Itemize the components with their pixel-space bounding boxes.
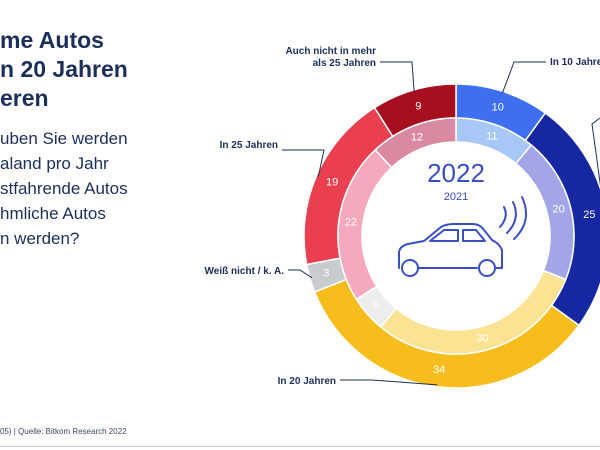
question-line: hmliche Autos — [0, 204, 106, 223]
value-labels: 10 25 34 3 19 9 11 20 30 5 22 12 — [323, 100, 595, 376]
value-label-2022-2: 34 — [433, 364, 445, 376]
value-label-2022-5: 9 — [415, 100, 421, 112]
question-line: aland pro Jahr — [0, 154, 109, 173]
value-label-2021-1: 20 — [553, 204, 565, 216]
value-label-2021-4: 22 — [345, 217, 357, 229]
category-label-2: In 20 Jahren — [278, 376, 336, 387]
title-line: eren — [0, 85, 49, 111]
category-label-4: In 25 Jahren — [220, 140, 278, 151]
category-label-3: Weiß nicht / k. A. — [205, 266, 285, 277]
value-label-2022-4: 19 — [326, 176, 338, 188]
slice-2021-5 — [374, 117, 457, 169]
value-label-2021-5: 12 — [411, 131, 423, 143]
value-label-2022-3: 3 — [323, 268, 329, 280]
center-year-2022: 2022 — [427, 158, 485, 188]
question-line: n werden? — [0, 229, 80, 248]
value-label-2022-1: 25 — [583, 209, 595, 221]
center-year-2021: 2021 — [444, 191, 468, 203]
divider — [0, 446, 600, 447]
title-line: n 20 Jahren — [0, 56, 128, 82]
leader-line-4 — [282, 149, 325, 177]
leader-line-0 — [501, 61, 546, 94]
leader-line-2 — [340, 379, 438, 386]
value-label-2021-2: 30 — [476, 333, 488, 345]
category-label-5: Auch nicht in mehr — [285, 46, 376, 57]
category-labels: In 10 Jahre In 20 Jahren Weiß nicht / k. A… — [205, 46, 600, 387]
question-line: uben Sie werden — [0, 129, 128, 148]
leader-line-3 — [288, 269, 313, 279]
leader-line-1 — [591, 117, 600, 186]
leader-line-5 — [380, 61, 415, 92]
category-label-0: In 10 Jahre — [550, 57, 600, 68]
survey-question: uben Sie werden aland pro Jahr stfahrend… — [0, 126, 170, 251]
title-line: me Autos — [0, 27, 104, 53]
value-label-2021-0: 11 — [486, 130, 497, 142]
inner-ring-2021 — [337, 117, 575, 355]
car-icon — [398, 196, 528, 277]
source-note: 05) | Quelle: Bitkom Research 2022 — [0, 427, 127, 436]
chart-title: me Autos n 20 Jahren eren — [0, 26, 160, 113]
category-label-5: als 25 Jahren — [313, 58, 376, 69]
value-label-2022-0: 10 — [492, 102, 504, 114]
question-line: stfahrende Autos — [0, 179, 128, 198]
leader-lines — [282, 61, 600, 386]
value-label-2021-3: 5 — [373, 300, 379, 312]
